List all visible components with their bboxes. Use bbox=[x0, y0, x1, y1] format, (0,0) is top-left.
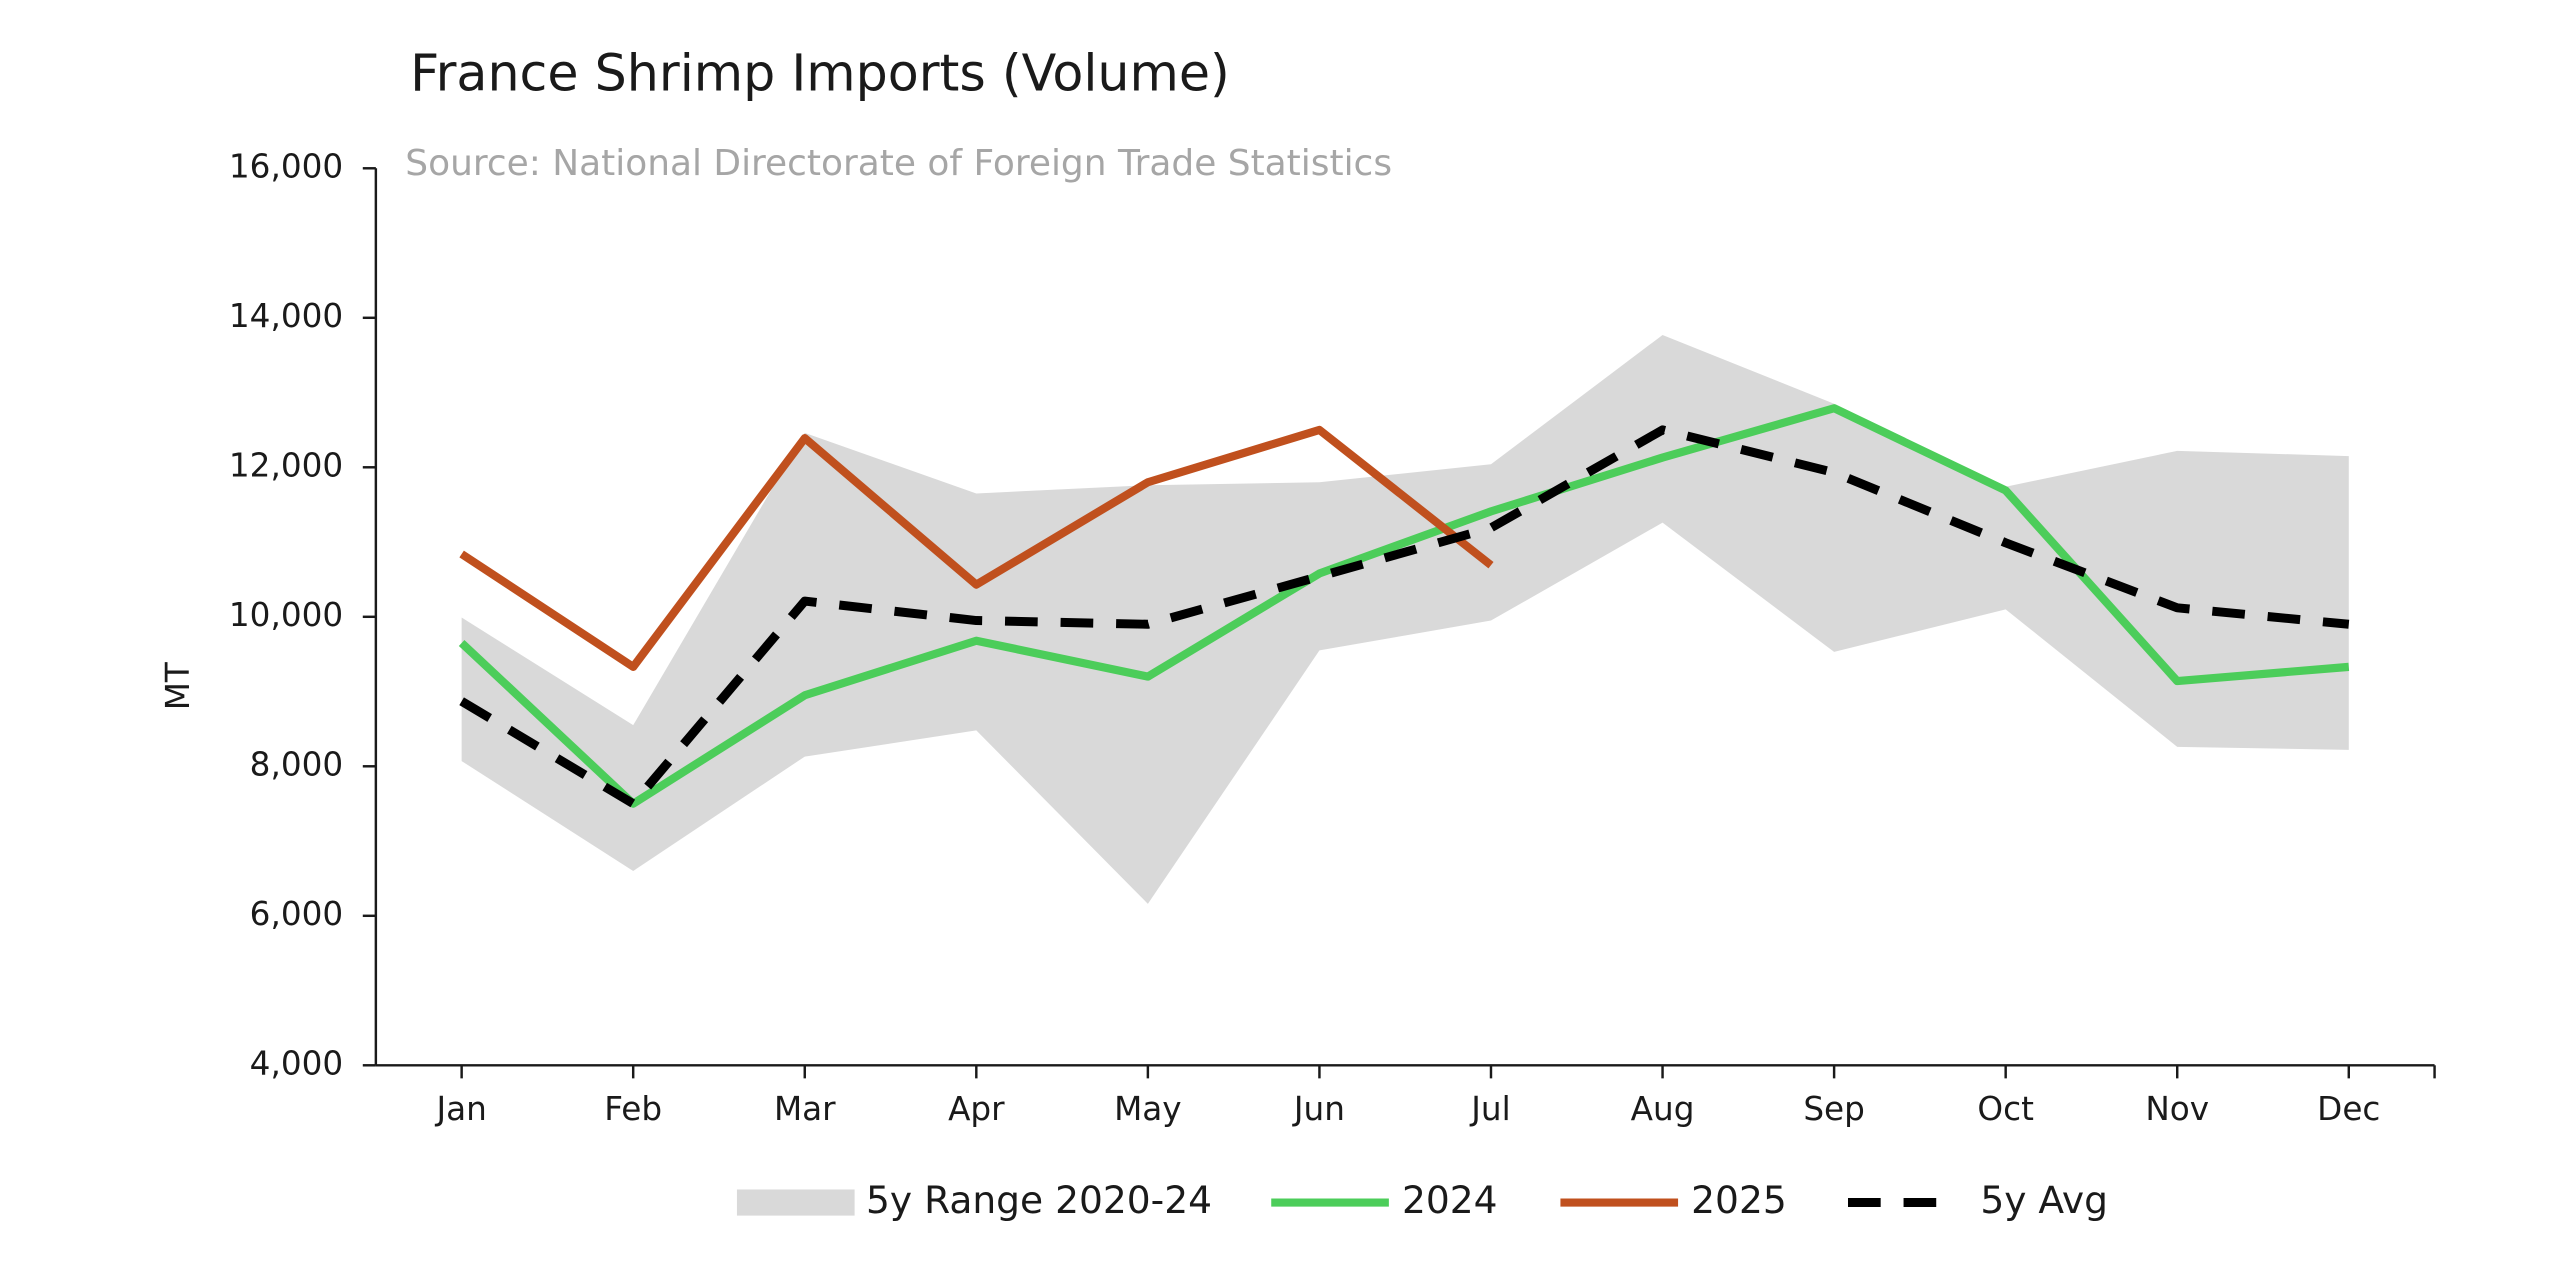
x-tick-label: Oct bbox=[1977, 1090, 2034, 1128]
x-tick-label: Jan bbox=[434, 1090, 486, 1128]
y-tick-label: 4,000 bbox=[250, 1044, 344, 1082]
y-tick-label: 10,000 bbox=[229, 596, 343, 634]
legend-label: 5y Avg bbox=[1980, 1178, 2108, 1222]
legend-label: 5y Range 2020-24 bbox=[866, 1178, 1212, 1222]
x-tick-label: Nov bbox=[2145, 1090, 2209, 1128]
y-tick-label: 16,000 bbox=[229, 147, 343, 185]
range-area bbox=[461, 334, 2349, 904]
x-tick-label: Jul bbox=[1469, 1090, 1510, 1128]
y-tick-label: 14,000 bbox=[229, 297, 343, 335]
legend-label: 2024 bbox=[1402, 1178, 1498, 1222]
legend-label: 2025 bbox=[1691, 1178, 1787, 1222]
chart-title: France Shrimp Imports (Volume) bbox=[410, 43, 1230, 102]
series-line bbox=[459, 425, 1494, 671]
y-axis-label: MT bbox=[159, 661, 197, 710]
legend-swatch bbox=[736, 1189, 855, 1216]
series-line bbox=[458, 404, 2350, 808]
x-tick-label: Aug bbox=[1631, 1090, 1695, 1128]
x-tick-label: Dec bbox=[2317, 1090, 2380, 1128]
x-tick-label: Feb bbox=[604, 1090, 662, 1128]
y-tick-label: 8,000 bbox=[250, 745, 344, 783]
x-tick-label: Jun bbox=[1292, 1090, 1345, 1128]
y-tick-label: 6,000 bbox=[250, 895, 344, 933]
x-tick-label: May bbox=[1114, 1090, 1182, 1128]
x-tick-label: Mar bbox=[774, 1090, 836, 1128]
series-line bbox=[459, 425, 2350, 809]
x-tick-label: Sep bbox=[1803, 1090, 1865, 1128]
y-tick-label: 12,000 bbox=[229, 446, 343, 484]
x-tick-label: Apr bbox=[948, 1090, 1005, 1128]
chart-subtitle: Source: National Directorate of Foreign … bbox=[405, 143, 1392, 184]
